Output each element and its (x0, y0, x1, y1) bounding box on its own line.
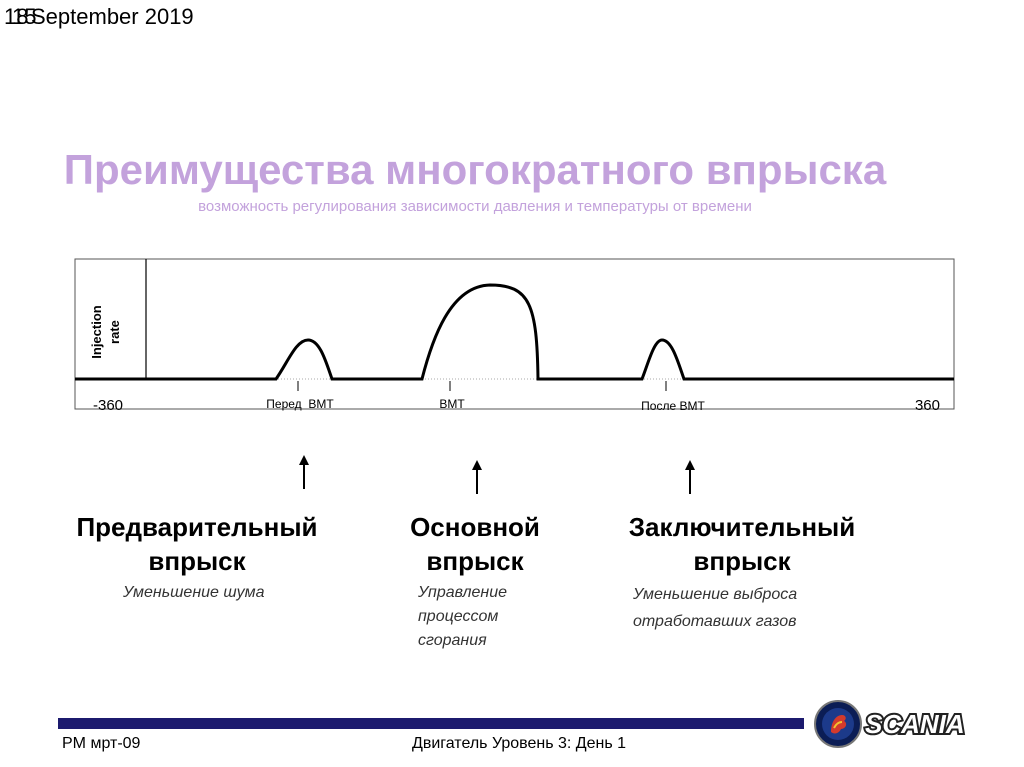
footer-bar (58, 718, 804, 729)
pre-injection-desc-line1: Уменьшение шума (123, 584, 265, 601)
pointer-arrow-2 (472, 460, 482, 494)
scania-wordmark: SCANIA (865, 709, 965, 739)
pre-bmt-label: Перед BMT (266, 397, 334, 411)
slide-number-a: 18 (4, 4, 29, 29)
x-end-label: 360 (915, 397, 940, 414)
main-injection-title: Основной впрыск (380, 510, 570, 578)
main-injection-title-line2: впрыск (426, 546, 524, 576)
pre-injection-title: Предварительный впрыск (48, 510, 346, 578)
injection-rate-diagram: Injection rate -360 360 Перед BMT BMT По… (74, 258, 955, 494)
post-injection-desc-line1: Уменьшение выброса (633, 586, 798, 603)
pointer-arrow-1 (299, 455, 309, 489)
main-injection-desc-line3: сгорания (418, 632, 487, 649)
post-injection-title-line2: впрыск (693, 546, 791, 576)
main-injection-desc-line1: Управление (418, 584, 507, 601)
footer-center-text: Двигатель Уровень 3: День 1 (412, 735, 627, 752)
slide-number-b: 15 (12, 4, 37, 29)
y-axis-label-line1: Injection (89, 305, 104, 359)
post-injection-title-line1: Заключительный (628, 512, 856, 542)
x-start-label: -360 (93, 397, 123, 414)
footer-left-text: PM мрт-09 (62, 735, 141, 752)
y-axis-label-line2: rate (107, 320, 122, 344)
main-injection-title-line1: Основной (410, 512, 540, 542)
pre-injection-title-line2: впрыск (148, 546, 246, 576)
post-injection-title: Заключительный впрыск (592, 510, 892, 578)
pointer-arrow-3 (685, 460, 695, 494)
scania-logo: SCANIA (814, 700, 967, 748)
page-subtitle: возможность регулирования зависимости да… (198, 198, 752, 215)
pre-injection-description: Уменьшение шума (123, 581, 265, 605)
injection-rate-curve (75, 283, 954, 381)
diagram-frame (74, 258, 955, 410)
page-title: Преимущества многократного впрыска (63, 146, 887, 193)
bmt-label: BMT (439, 397, 465, 411)
post-injection-desc-line2: отработавших газов (633, 613, 797, 630)
date-text: September 2019 (31, 4, 194, 29)
pre-injection-title-line1: Предварительный (76, 512, 318, 542)
main-injection-desc-line2: процессом (418, 608, 499, 625)
post-injection-description: Уменьшение выброса отработавших газов (633, 581, 797, 635)
post-bmt-label: После BMT (641, 399, 705, 413)
main-injection-description: Управление процессом сгорания (418, 581, 507, 653)
